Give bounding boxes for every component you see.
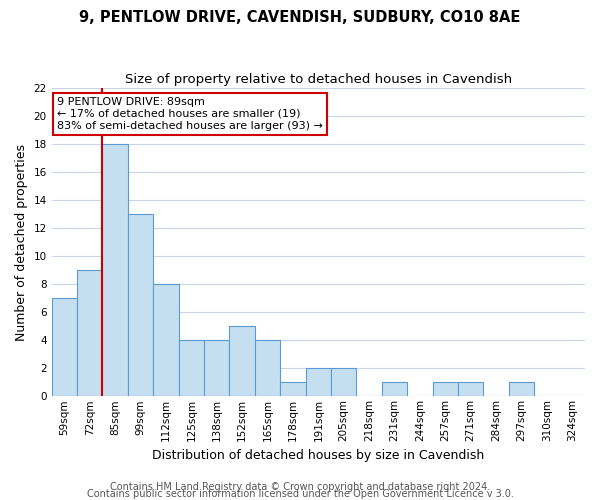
Title: Size of property relative to detached houses in Cavendish: Size of property relative to detached ho… bbox=[125, 72, 512, 86]
Text: 9, PENTLOW DRIVE, CAVENDISH, SUDBURY, CO10 8AE: 9, PENTLOW DRIVE, CAVENDISH, SUDBURY, CO… bbox=[79, 10, 521, 25]
Bar bbox=[204, 340, 229, 396]
Bar bbox=[280, 382, 305, 396]
Bar bbox=[77, 270, 103, 396]
Text: Contains public sector information licensed under the Open Government Licence v : Contains public sector information licen… bbox=[86, 489, 514, 499]
Bar bbox=[128, 214, 153, 396]
Bar bbox=[458, 382, 484, 396]
Bar bbox=[382, 382, 407, 396]
Bar bbox=[153, 284, 179, 397]
Bar bbox=[52, 298, 77, 396]
Bar bbox=[255, 340, 280, 396]
Bar bbox=[103, 144, 128, 397]
X-axis label: Distribution of detached houses by size in Cavendish: Distribution of detached houses by size … bbox=[152, 450, 484, 462]
Bar bbox=[509, 382, 534, 396]
Y-axis label: Number of detached properties: Number of detached properties bbox=[15, 144, 28, 340]
Bar bbox=[179, 340, 204, 396]
Text: Contains HM Land Registry data © Crown copyright and database right 2024.: Contains HM Land Registry data © Crown c… bbox=[110, 482, 490, 492]
Bar bbox=[331, 368, 356, 396]
Bar bbox=[229, 326, 255, 396]
Bar bbox=[305, 368, 331, 396]
Text: 9 PENTLOW DRIVE: 89sqm
← 17% of detached houses are smaller (19)
83% of semi-det: 9 PENTLOW DRIVE: 89sqm ← 17% of detached… bbox=[57, 98, 323, 130]
Bar bbox=[433, 382, 458, 396]
